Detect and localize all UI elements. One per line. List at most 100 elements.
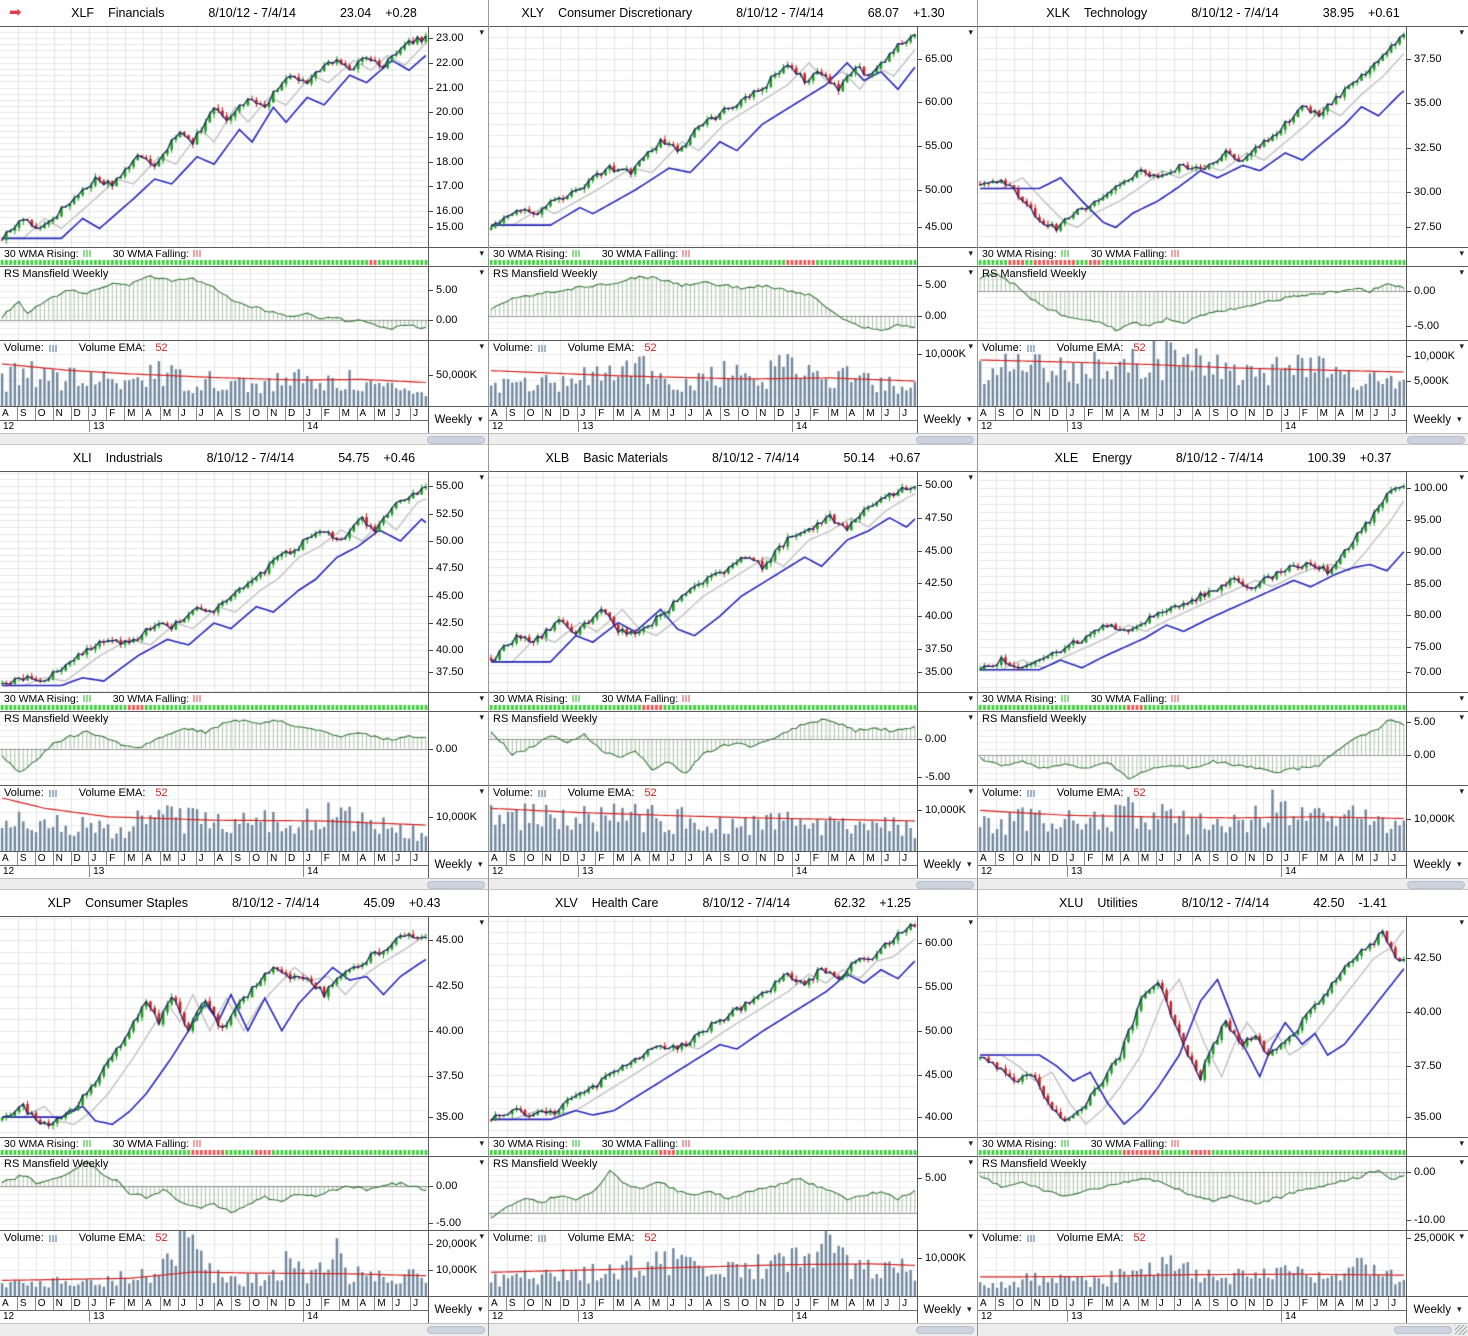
wma-dropdown-icon[interactable]: ▾ [479,1138,484,1148]
wma-dropdown-icon[interactable]: ▾ [1459,248,1464,258]
volume-canvas[interactable] [978,341,1406,406]
timeframe-select[interactable]: Weekly ▾ [1406,407,1468,433]
wma-dropdown-icon[interactable]: ▾ [1459,693,1464,703]
rs-mansfield-canvas[interactable] [978,267,1406,340]
wma-rising-label: 30 WMA Rising: [982,1137,1057,1150]
timeframe-select[interactable]: Weekly ▾ [1406,1297,1468,1323]
volume-canvas[interactable] [0,1231,428,1296]
horizontal-scrollbar[interactable] [978,433,1468,444]
wma-dropdown-icon[interactable]: ▾ [479,693,484,703]
rs-mansfield-canvas[interactable] [978,1157,1406,1230]
timeframe-select[interactable]: Weekly ▾ [917,1297,977,1323]
scrollbar-thumb[interactable] [427,436,485,444]
volume-dropdown-icon[interactable]: ▾ [1459,1231,1464,1241]
timeframe-select[interactable]: Weekly ▾ [917,852,977,878]
rs-dropdown-icon[interactable]: ▾ [968,1157,973,1167]
scrollbar-thumb[interactable] [427,881,485,889]
volume-canvas[interactable] [978,1231,1406,1296]
horizontal-scrollbar[interactable] [489,878,977,889]
rs-mansfield-canvas[interactable] [489,712,917,785]
volume-canvas[interactable] [489,786,917,851]
timeframe-select[interactable]: Weekly ▾ [917,407,977,433]
price-dropdown-icon[interactable]: ▾ [479,27,484,37]
scrollbar-thumb[interactable] [916,881,974,889]
wma-dropdown-icon[interactable]: ▾ [968,1138,973,1148]
ticker-label: XLB [545,451,570,465]
price-chart-canvas[interactable] [978,27,1406,247]
scrollbar-thumb[interactable] [427,1326,485,1334]
rs-dropdown-icon[interactable]: ▾ [479,712,484,722]
rs-dropdown-icon[interactable]: ▾ [479,1157,484,1167]
scrollbar-thumb[interactable] [1407,881,1465,889]
wma-dropdown-icon[interactable]: ▾ [968,248,973,258]
horizontal-scrollbar[interactable] [489,433,977,444]
rs-axis-gutter: ▾ 5.00 0.00 [1406,712,1468,785]
timeframe-select[interactable]: Weekly ▾ [1406,852,1468,878]
horizontal-scrollbar[interactable] [489,1323,977,1336]
volume-dropdown-icon[interactable]: ▾ [1459,786,1464,796]
volume-canvas[interactable] [978,786,1406,851]
rs-dropdown-icon[interactable]: ▾ [1459,267,1464,277]
volume-dropdown-icon[interactable]: ▾ [479,786,484,796]
horizontal-scrollbar[interactable] [0,433,488,444]
price-dropdown-icon[interactable]: ▾ [968,27,973,37]
price-chart-canvas[interactable] [489,27,917,247]
price-dropdown-icon[interactable]: ▾ [479,472,484,482]
horizontal-scrollbar[interactable] [978,1323,1468,1336]
month-label: N [52,407,71,420]
rs-mansfield-canvas[interactable] [489,267,917,340]
resize-grip[interactable] [1455,1325,1467,1335]
timeframe-select[interactable]: Weekly ▾ [428,1297,488,1323]
horizontal-scrollbar[interactable] [0,1323,488,1336]
price-chart-canvas[interactable] [978,917,1406,1137]
scrollbar-thumb[interactable] [916,1326,974,1334]
wma-dropdown-icon[interactable]: ▾ [479,248,484,258]
price-chart-canvas[interactable] [0,917,428,1137]
rs-dropdown-icon[interactable]: ▾ [1459,1157,1464,1167]
volume-canvas[interactable] [0,786,428,851]
price-chart-canvas[interactable] [489,917,917,1137]
price-dropdown-icon[interactable]: ▾ [1459,27,1464,37]
price-dropdown-icon[interactable]: ▾ [968,472,973,482]
volume-canvas[interactable] [489,341,917,406]
chart-header: XLV Health Care 8/10/12 - 7/4/14 62.32 +… [489,890,977,917]
volume-dropdown-icon[interactable]: ▾ [968,786,973,796]
price-axis-tick: 60.00 [918,937,953,949]
price-chart-canvas[interactable] [0,472,428,692]
price-dropdown-icon[interactable]: ▾ [1459,917,1464,927]
wma-dropdown-icon[interactable]: ▾ [1459,1138,1464,1148]
timeframe-select[interactable]: Weekly ▾ [428,852,488,878]
wma-dropdown-icon[interactable]: ▾ [968,693,973,703]
volume-canvas[interactable] [489,1231,917,1296]
horizontal-scrollbar[interactable] [0,878,488,889]
scrollbar-thumb[interactable] [916,436,974,444]
volume-dropdown-icon[interactable]: ▾ [1459,341,1464,351]
horizontal-scrollbar[interactable] [978,878,1468,889]
scrollbar-thumb[interactable] [1394,1326,1452,1334]
rs-dropdown-icon[interactable]: ▾ [968,712,973,722]
price-chart-canvas[interactable] [0,27,428,247]
rs-dropdown-icon[interactable]: ▾ [968,267,973,277]
volume-dropdown-icon[interactable]: ▾ [968,341,973,351]
wma-strip: 30 WMA Rising: 30 WMA Falling: [978,1138,1406,1156]
price-chart-canvas[interactable] [489,472,917,692]
price-dropdown-icon[interactable]: ▾ [968,917,973,927]
price-dropdown-icon[interactable]: ▾ [1459,472,1464,482]
price-dropdown-icon[interactable]: ▾ [479,917,484,927]
rs-mansfield-canvas[interactable] [0,712,428,785]
volume-dropdown-icon[interactable]: ▾ [479,1231,484,1241]
volume-dropdown-icon[interactable]: ▾ [968,1231,973,1241]
rs-dropdown-icon[interactable]: ▾ [1459,712,1464,722]
volume-canvas[interactable] [0,341,428,406]
rs-mansfield-canvas[interactable] [0,267,428,340]
price-chart-canvas[interactable] [978,472,1406,692]
rs-dropdown-icon[interactable]: ▾ [479,267,484,277]
wma-rising-label: 30 WMA Rising: [982,247,1057,260]
rs-mansfield-canvas[interactable] [489,1157,917,1230]
rs-mansfield-canvas[interactable] [978,712,1406,785]
volume-dropdown-icon[interactable]: ▾ [479,341,484,351]
price-axis-tick: 30.00 [1407,186,1442,198]
timeframe-select[interactable]: Weekly ▾ [428,407,488,433]
scrollbar-thumb[interactable] [1407,436,1465,444]
rs-mansfield-canvas[interactable] [0,1157,428,1230]
